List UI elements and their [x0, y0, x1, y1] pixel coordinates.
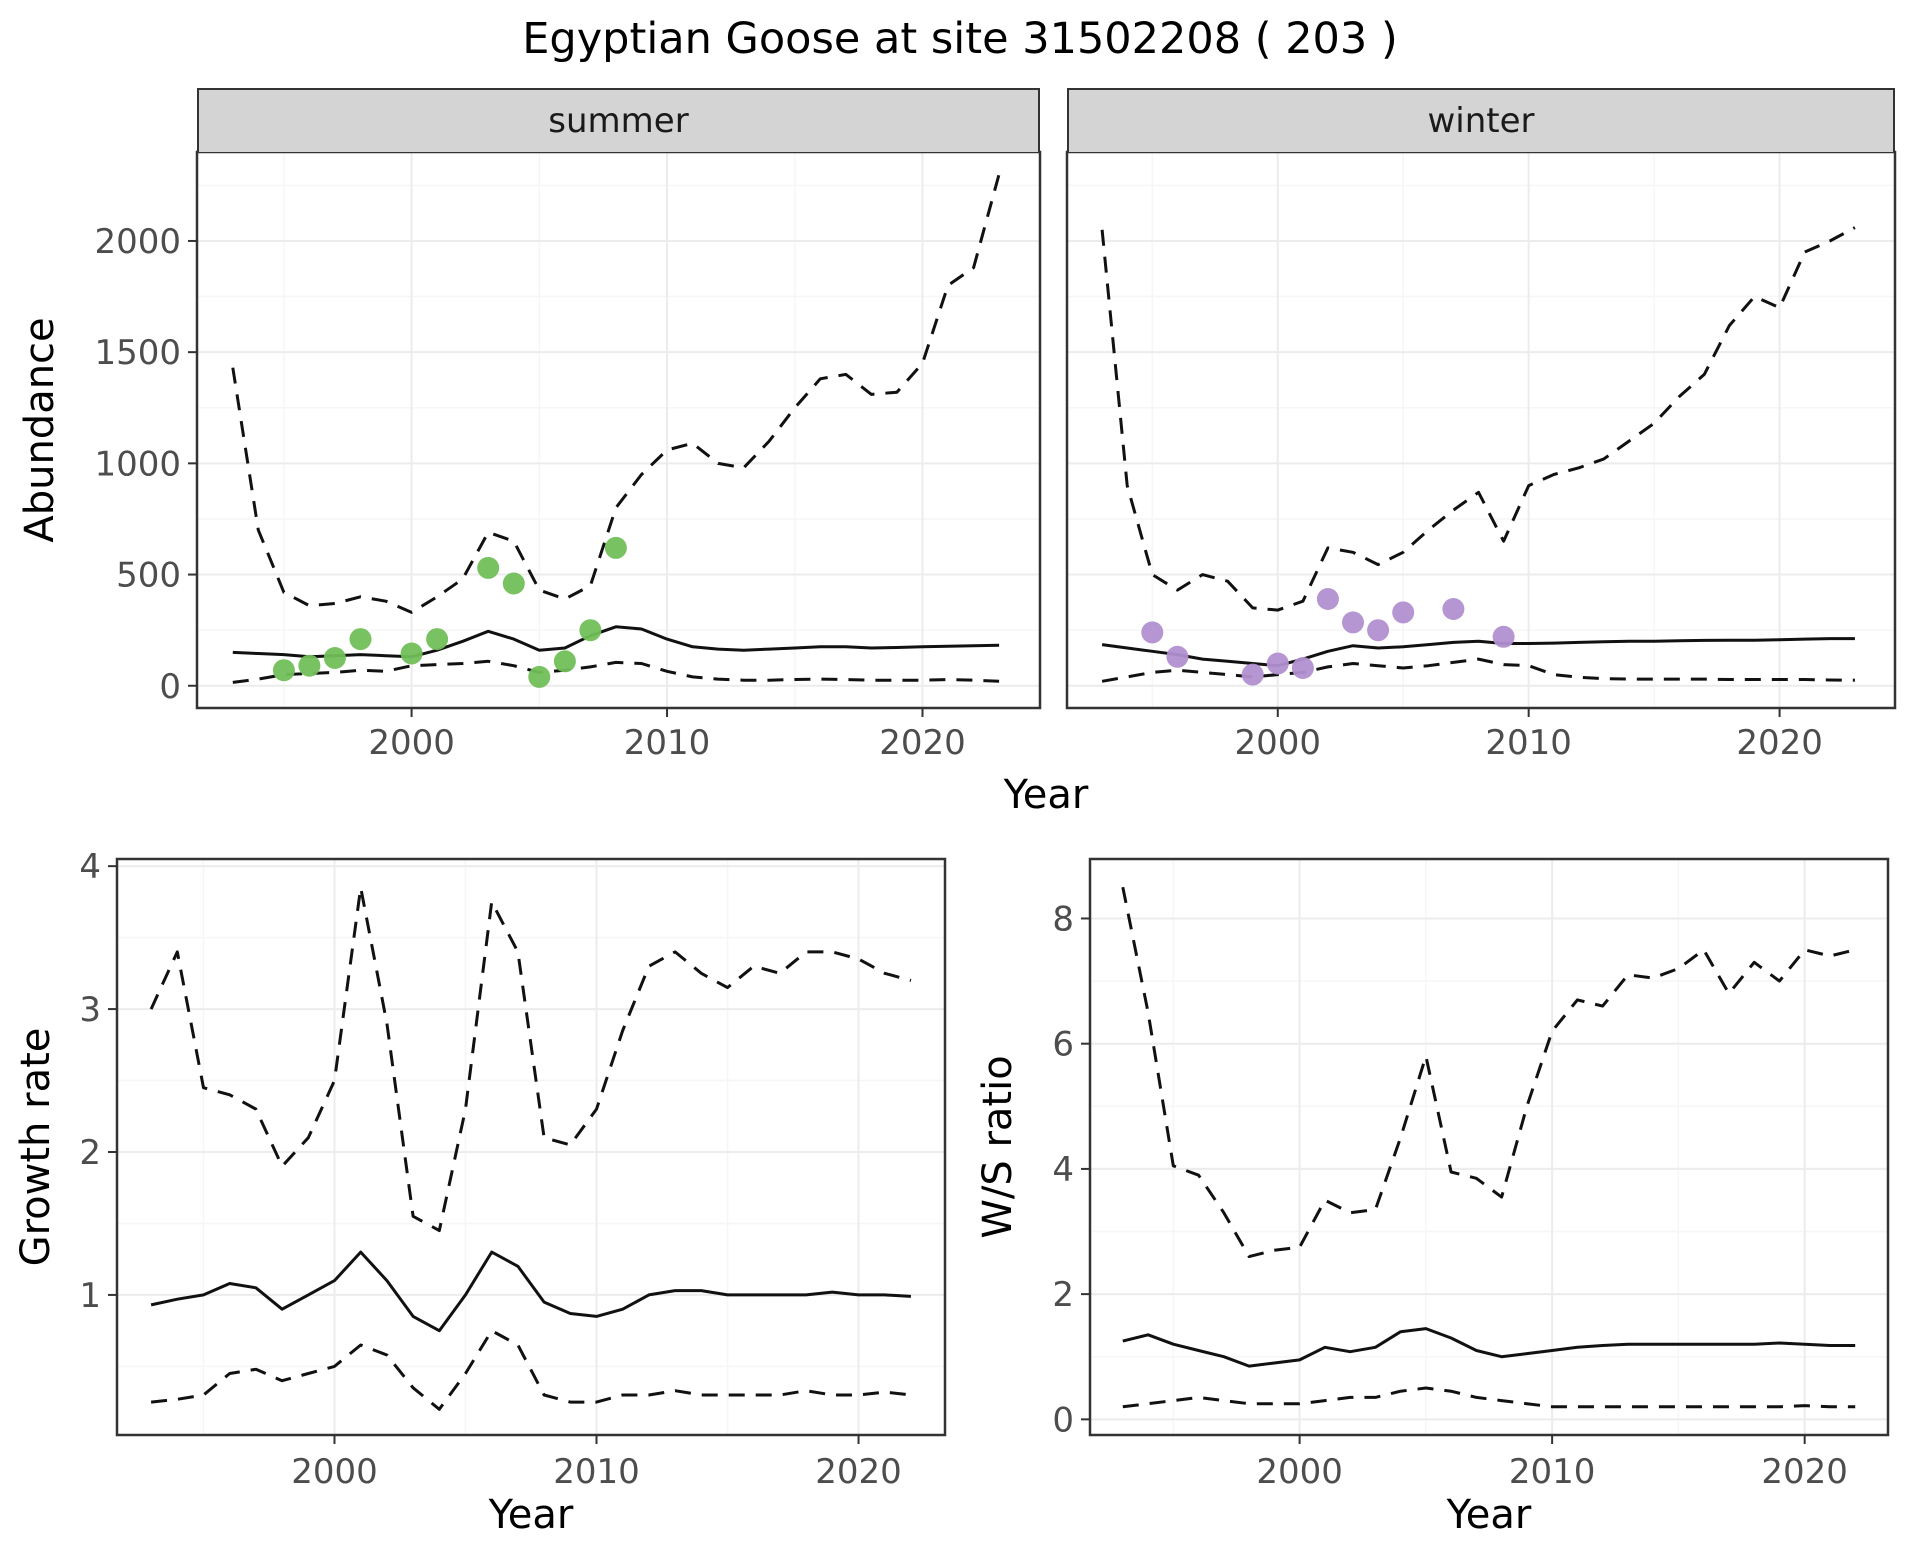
y-tick-label: 4	[1052, 1150, 1074, 1190]
series-line-upper_ci	[1100, 226, 1856, 612]
observation-point	[1442, 598, 1465, 620]
abundance-x-axis-label: Year	[1003, 772, 1089, 818]
x-tick-label: 2010	[553, 1452, 640, 1492]
facet-label-summer: summer	[548, 101, 689, 141]
y-tick-label: 8	[1052, 899, 1074, 939]
x-tick-label: 2010	[624, 723, 711, 763]
observation-point	[400, 642, 423, 665]
observation-point	[553, 650, 576, 673]
observation-point	[1342, 611, 1364, 634]
observation-point	[1492, 625, 1515, 648]
x-tick-label: 2000	[368, 723, 455, 763]
abundance-plot-svg: 2000 2010 2020 0 500 1000 1500 2000 2000 2010 2020	[94, 150, 1897, 763]
ws-y-axis-label: W/S ratio	[975, 1055, 1021, 1239]
series-line-lower_ci	[150, 1329, 912, 1411]
y-tick-label: 2	[1052, 1275, 1074, 1315]
observation-point	[1367, 619, 1390, 642]
panel-background	[1067, 152, 1895, 708]
series-line-estimate	[1122, 1327, 1856, 1368]
y-tick-label: 4	[79, 847, 101, 887]
observation-point	[502, 572, 525, 595]
y-tick-label: 0	[159, 667, 181, 707]
y-tick-label: 2	[79, 1133, 101, 1173]
series-line-estimate	[232, 625, 1000, 659]
y-tick-label: 2000	[94, 222, 181, 262]
page-title: Egyptian Goose at site 31502208 ( 203 )	[522, 14, 1398, 64]
panel-border	[195, 150, 1042, 710]
panel-background	[117, 859, 945, 1435]
observation-point	[272, 659, 295, 682]
series-line-upper_ci	[1121, 886, 1856, 1259]
observation-point	[528, 665, 551, 688]
x-tick-label: 2010	[1485, 723, 1572, 763]
observation-point	[1316, 588, 1339, 610]
observation-point	[604, 536, 627, 559]
x-tick-label: 2020	[1761, 1452, 1848, 1492]
x-tick-label: 2020	[1736, 723, 1823, 763]
x-tick-label: 2020	[815, 1452, 902, 1492]
x-tick-label: 2000	[1256, 1452, 1343, 1492]
facet-strip-winter: winter	[1067, 88, 1895, 152]
series-line-upper_ci	[231, 173, 1001, 614]
x-tick-label: 2020	[879, 723, 966, 763]
observation-point	[1291, 657, 1314, 679]
series-line-lower_ci	[1122, 1386, 1856, 1409]
growth-rate-plot-svg: 2000 2010 2020 1 2 3 4	[79, 847, 947, 1492]
observation-point	[426, 628, 449, 651]
ws-x-axis-label: Year	[1446, 1492, 1532, 1538]
observation-point	[1166, 645, 1189, 668]
panel-background	[1090, 859, 1888, 1435]
x-tick-label: 2000	[291, 1452, 378, 1492]
y-tick-label: 1000	[94, 444, 181, 484]
y-tick-label: 0	[1052, 1400, 1074, 1440]
series-line-estimate	[150, 1250, 911, 1333]
observation-point	[1392, 601, 1415, 624]
observation-point	[323, 647, 346, 669]
observation-point	[298, 654, 321, 677]
panel-border	[1065, 150, 1897, 710]
observation-point	[477, 556, 500, 579]
abundance-y-axis-label: Abundance	[17, 317, 63, 543]
series-line-estimate	[1101, 637, 1855, 668]
x-tick-label: 2010	[1509, 1452, 1596, 1492]
observation-point	[1241, 663, 1264, 686]
series-line-lower_ci	[232, 659, 1000, 684]
observation-point	[1266, 652, 1289, 675]
panel-border	[115, 857, 947, 1437]
series-line-upper_ci	[149, 886, 912, 1233]
growth-x-axis-label: Year	[488, 1492, 574, 1538]
y-tick-label: 6	[1052, 1025, 1074, 1065]
panel-background	[197, 152, 1040, 708]
x-tick-label: 2000	[1234, 723, 1321, 763]
y-tick-label: 1	[79, 1276, 101, 1316]
ws-ratio-plot-svg: 2000 2010 2020 0 2 4 6 8	[1052, 857, 1890, 1492]
y-tick-label: 500	[116, 556, 181, 596]
series-line-lower_ci	[1101, 657, 1855, 683]
growth-y-axis-label: Growth rate	[13, 1027, 59, 1267]
y-tick-label: 1500	[94, 333, 181, 373]
observation-point	[1141, 621, 1164, 644]
observation-point	[579, 619, 602, 642]
observation-point	[349, 628, 372, 651]
panel-border	[1088, 857, 1890, 1437]
y-tick-label: 3	[79, 990, 101, 1030]
facet-label-winter: winter	[1427, 101, 1535, 141]
facet-strip-summer: summer	[197, 88, 1040, 152]
